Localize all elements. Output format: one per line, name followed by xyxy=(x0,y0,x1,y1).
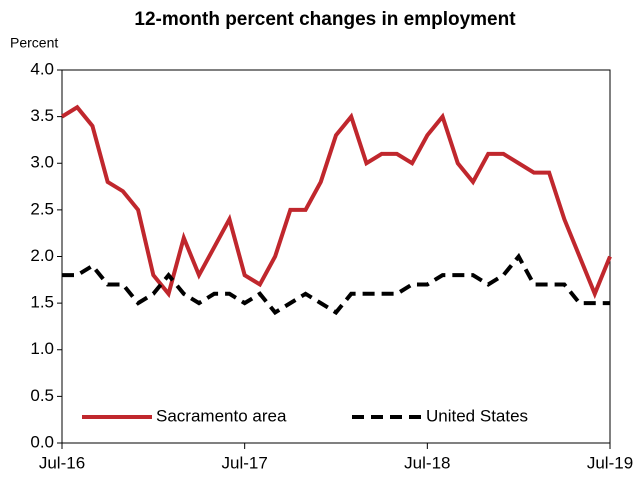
x-tick-label: Jul-19 xyxy=(587,453,633,472)
y-tick-label: 1.5 xyxy=(30,293,54,312)
x-tick-label: Jul-18 xyxy=(404,453,450,472)
x-tick-label: Jul-17 xyxy=(222,453,268,472)
y-axis-label: Percent xyxy=(10,35,58,51)
plot-frame xyxy=(61,69,611,444)
y-tick-label: 2.5 xyxy=(30,199,54,218)
y-tick-label: 2.0 xyxy=(30,246,54,265)
series-line xyxy=(62,252,610,316)
y-tick-label: 3.5 xyxy=(30,106,54,125)
legend-label: United States xyxy=(426,406,528,425)
y-tick-label: 0.5 xyxy=(30,386,54,405)
legend-label: Sacramento area xyxy=(156,406,287,425)
y-tick-label: 0.0 xyxy=(30,432,54,451)
chart-title: 12-month percent changes in employment xyxy=(134,9,516,30)
series-line xyxy=(60,104,612,300)
y-tick-label: 1.0 xyxy=(30,339,54,358)
y-tick-label: 4.0 xyxy=(30,59,54,78)
y-tick-label: 3.0 xyxy=(30,153,54,172)
x-tick-label: Jul-16 xyxy=(39,453,85,472)
